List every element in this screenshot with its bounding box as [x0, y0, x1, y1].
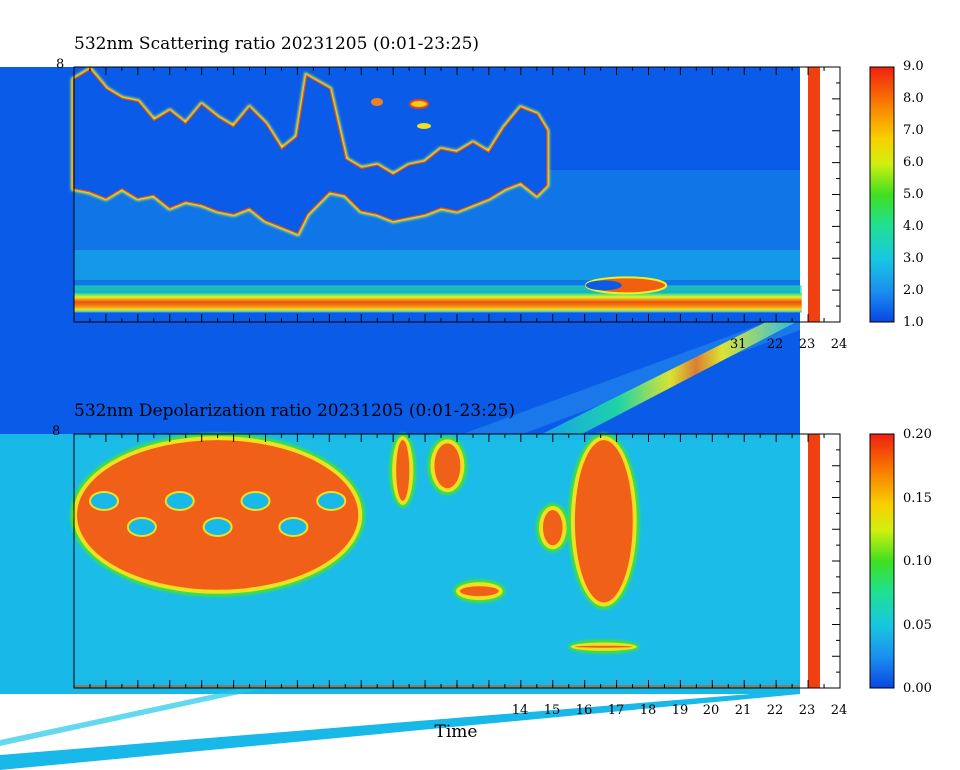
depolarization-axis-ticks — [73, 433, 841, 689]
depol-region-core — [434, 443, 461, 489]
depol-region-core — [542, 510, 563, 546]
depolarization-xtick: 16 — [576, 703, 593, 718]
depolarization-xticks: 14 15 16 17 18 19 20 21 22 23 24 — [512, 703, 848, 718]
depolarization-ytick-partial: 8 — [52, 424, 60, 439]
colorbar-tick: 1.0 — [903, 315, 924, 330]
depolarization-xlabel: Time — [435, 722, 478, 742]
depolarization-surface-line — [74, 685, 800, 688]
depolarization-xtick: 15 — [544, 703, 561, 718]
colorbar-tick: 0.10 — [903, 554, 932, 569]
scattering-panel: 532nm Scattering ratio 20231205 (0:01-23… — [0, 34, 924, 435]
colorbar-tick: 0.05 — [903, 618, 932, 633]
depol-region-core — [77, 440, 359, 590]
colorbar-tick: 9.0 — [903, 59, 924, 74]
scattering-lower-haze — [74, 250, 800, 280]
scattering-small-cloud — [417, 123, 431, 129]
scattering-xtick: 23 — [799, 337, 816, 352]
scattering-colorbar — [869, 66, 895, 323]
depol-region-hole — [126, 516, 157, 537]
scattering-ytick-partial: 8 — [56, 57, 64, 72]
depolarization-xtick: 20 — [703, 703, 720, 718]
boundary-layer-gap — [585, 280, 622, 291]
depolarization-xtick: 22 — [767, 703, 784, 718]
boundary-layer-core — [74, 293, 802, 313]
depolarization-xtick: 17 — [608, 703, 625, 718]
depol-region-hole — [278, 516, 309, 537]
depolarization-xtick: 23 — [799, 703, 816, 718]
depol-region-hole — [316, 490, 347, 511]
depolarization-xtick: 19 — [672, 703, 689, 718]
colorbar-tick: 0.00 — [903, 681, 932, 696]
scattering-diagonal-streak — [540, 310, 800, 435]
colorbar-tick: 3.0 — [903, 251, 924, 266]
colorbar-tick: 4.0 — [903, 219, 924, 234]
depolarization-panel: 532nm Depolarization ratio 20231205 (0:0… — [0, 401, 932, 770]
colorbar-tick: 0.20 — [903, 427, 932, 442]
scattering-xtick: 24 — [831, 337, 848, 352]
depolarization-colorbar-labels: 0.00 0.05 0.10 0.15 0.20 — [903, 427, 932, 696]
depolarization-xtick: 21 — [735, 703, 752, 718]
colorbar-tick: 6.0 — [903, 155, 924, 170]
depolarization-missing-bar — [808, 434, 820, 688]
depolarization-title: 532nm Depolarization ratio 20231205 (0:0… — [74, 401, 515, 421]
scattering-upper-cloud — [71, 66, 550, 237]
scattering-boundary-layer — [74, 276, 802, 313]
scattering-colorbar-labels: 1.0 2.0 3.0 4.0 5.0 6.0 7.0 8.0 9.0 — [903, 59, 924, 330]
cloud-interior — [74, 70, 547, 233]
scattering-small-cloud — [409, 99, 429, 109]
scattering-diagonal-shadow — [460, 310, 800, 435]
depolarization-xtick: 18 — [640, 703, 657, 718]
depolarization-colorbar — [869, 433, 895, 689]
depol-region-core — [460, 586, 499, 597]
depol-region-core — [396, 440, 410, 501]
depol-region-hole — [202, 516, 233, 537]
depol-region-hole — [164, 490, 195, 511]
colorbar-tick: 7.0 — [903, 123, 924, 138]
colorbar-tick: 8.0 — [903, 91, 924, 106]
colorbar-tick: 2.0 — [903, 283, 924, 298]
scattering-small-cloud — [371, 98, 383, 106]
depol-region-hole — [89, 490, 119, 511]
depol-region-hole — [240, 490, 271, 511]
depolarization-diagonal-wash — [0, 690, 800, 770]
depol-region-core — [574, 645, 633, 648]
depolarization-xtick: 24 — [831, 703, 848, 718]
scattering-axis-ticks — [73, 66, 841, 323]
scattering-xtick-fragment: 31 — [730, 337, 747, 352]
colorbar-tick: 0.15 — [903, 491, 932, 506]
colorbar-tick: 5.0 — [903, 187, 924, 202]
depolarization-xtick: 14 — [512, 703, 529, 718]
scattering-title: 532nm Scattering ratio 20231205 (0:01-23… — [74, 34, 479, 54]
depol-region-core — [574, 440, 633, 603]
scattering-xticks: 22 23 24 — [767, 337, 848, 352]
depolarization-high-regions — [70, 433, 640, 654]
boundary-layer-halo — [74, 285, 802, 296]
scattering-xtick: 22 — [767, 337, 784, 352]
scattering-missing-bar — [808, 67, 820, 322]
